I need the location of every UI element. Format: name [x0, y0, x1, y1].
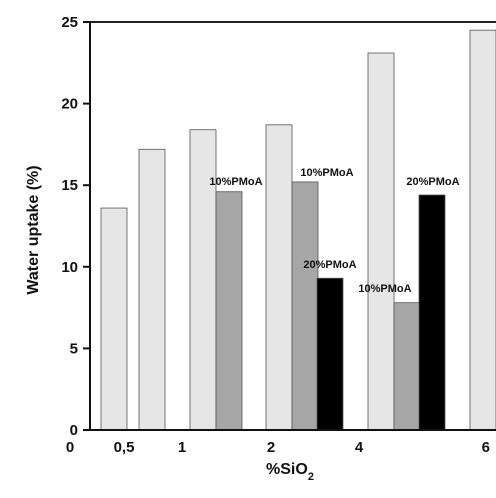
bar-black-6: [316, 277, 344, 431]
bar-light-10: [469, 29, 496, 431]
bar-gray-8: [393, 302, 421, 431]
bar-light-2: [189, 129, 217, 431]
x-axis-title: %SiO2: [266, 461, 314, 483]
bar-annotation-9: 20%PMoA: [406, 176, 459, 188]
bar-gray-3: [215, 191, 243, 431]
bar-light-7: [367, 52, 395, 431]
x-axis-title-subscript: 2: [308, 471, 314, 483]
bar-light-0: [100, 207, 128, 431]
x-tick-label-1: 0,5: [114, 439, 135, 456]
bar-annotation-8: 10%PMoA: [358, 283, 411, 295]
bars-group: [100, 29, 496, 431]
bar-gray-5: [291, 181, 319, 431]
bar-black-9: [418, 194, 446, 431]
x-tick-label-5: 6: [482, 439, 490, 456]
y-axis-title: Water uptake (%): [25, 165, 42, 294]
y-tick-label-5: 25: [61, 14, 78, 31]
x-tick-label-4: 4: [355, 439, 364, 456]
y-tick-label-4: 20: [61, 96, 78, 113]
y-tick-label-1: 5: [70, 340, 78, 357]
x-tick-label-3: 2: [267, 439, 275, 456]
y-tick-label-0: 0: [70, 422, 78, 439]
x-tick-label-0: 0: [66, 439, 74, 456]
axes-group: 0 5 10 15 20 25 0 0,5 1 2 4 6: [61, 14, 496, 456]
x-tick-label-2: 1: [178, 439, 186, 456]
bar-annotation-6: 20%PMoA: [303, 259, 356, 271]
bar-annotation-5: 10%PMoA: [300, 167, 353, 179]
x-axis-title-main: %SiO: [266, 461, 308, 478]
bar-light-4: [265, 124, 293, 431]
bar-annotation-3: 10%PMoA: [209, 176, 262, 188]
y-tick-label-3: 15: [61, 177, 78, 194]
y-tick-label-2: 10: [61, 259, 78, 276]
bar-light-1: [138, 148, 166, 431]
